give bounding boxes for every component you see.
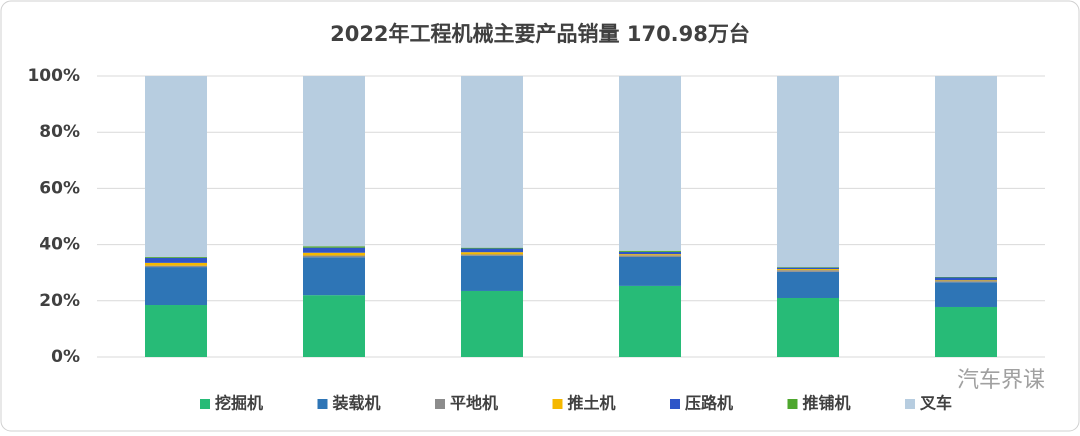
legend-swatch: [200, 399, 210, 409]
bar-segment: [461, 254, 523, 256]
legend-label: 装载机: [332, 394, 381, 413]
bar-segment: [935, 281, 997, 283]
bar-segment: [777, 297, 839, 357]
bar-segment: [777, 269, 839, 271]
bar-segment: [303, 257, 365, 296]
legend-swatch: [787, 399, 798, 409]
bar-segment: [777, 270, 839, 272]
bar-segment: [303, 76, 365, 247]
bar-segment: [777, 267, 839, 268]
legend-label: 平地机: [450, 394, 498, 413]
bar-segment: [145, 267, 207, 306]
bar-segment: [145, 256, 207, 258]
y-tick-label: 100%: [27, 66, 80, 86]
bar-segment: [935, 282, 997, 307]
bar-segment: [145, 76, 207, 257]
bar-segment: [619, 251, 681, 255]
bar-segment: [303, 252, 365, 256]
bar-segment: [619, 254, 681, 256]
bar-segment: [461, 255, 523, 291]
bar-segment: [303, 246, 365, 248]
bar-segment: [935, 280, 997, 282]
y-tick-label: 80%: [39, 122, 80, 142]
bar-segment: [303, 247, 365, 253]
bar-segment: [461, 76, 523, 248]
bar-segment: [461, 290, 523, 357]
legend-swatch: [435, 399, 445, 409]
legend-label: 挖掘机: [215, 394, 263, 413]
bar-segment: [461, 252, 523, 255]
bar-segment: [619, 76, 681, 251]
bar-segment: [935, 306, 997, 357]
legend-label: 推铺机: [803, 394, 851, 413]
bar-segment: [777, 271, 839, 298]
bar-segment: [303, 295, 365, 357]
bar-segment: [777, 76, 839, 268]
bar-segment: [145, 265, 207, 268]
legend-swatch: [317, 399, 328, 409]
y-tick-label: 40%: [39, 235, 80, 255]
bar-segment: [145, 257, 207, 263]
bar-segment: [619, 256, 681, 286]
bar-segment: [145, 262, 207, 266]
bar-segment: [461, 248, 523, 253]
legend-label: 压路机: [685, 394, 733, 413]
legend-swatch: [670, 399, 680, 409]
y-tick-label: 0%: [51, 347, 80, 367]
watermark: 汽车界谋: [957, 368, 1045, 393]
bar-segment: [145, 305, 207, 357]
legend-swatch: [552, 399, 563, 409]
bar-segment: [777, 267, 839, 270]
chart-title: 2022年工程机械主要产品销量 170.98万台: [330, 22, 750, 46]
legend-label: 叉车: [919, 394, 952, 413]
bar-segment: [619, 250, 681, 252]
bar-segment: [303, 255, 365, 258]
y-tick-label: 60%: [39, 178, 80, 198]
bar-segment: [935, 76, 997, 277]
bar-segment: [461, 247, 523, 249]
legend-label: 推土机: [568, 394, 616, 413]
bar-segment: [935, 276, 997, 278]
legend-swatch: [905, 399, 915, 409]
bar-segment: [619, 255, 681, 257]
y-tick-label: 20%: [39, 291, 80, 311]
bar-segment: [619, 285, 681, 357]
bar-segment: [935, 277, 997, 281]
